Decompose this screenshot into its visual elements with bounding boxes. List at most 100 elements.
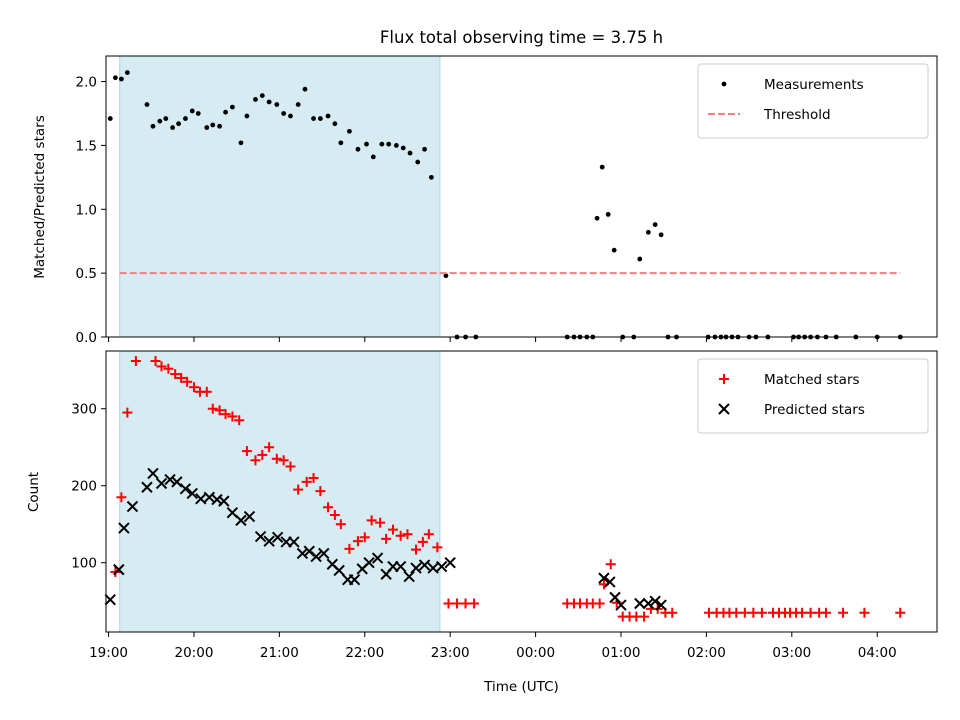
y-tick-label: 100 [71, 556, 97, 572]
data-point [195, 493, 207, 505]
top-y-axis: 0.0 0.5 1.0 1.5 2.0 [76, 75, 878, 346]
data-point [263, 535, 275, 547]
data-point [163, 116, 169, 121]
data-point [386, 141, 392, 147]
data-point [642, 597, 655, 610]
data-point [171, 476, 183, 488]
data-point [634, 597, 646, 610]
data-point [204, 125, 210, 130]
data-point [393, 143, 399, 148]
x-tick-label: 19:00 [89, 645, 128, 661]
x-tick-label: 03:00 [772, 645, 811, 661]
data-point [667, 607, 678, 618]
data-point [150, 123, 156, 129]
data-point [366, 515, 377, 526]
data-point [150, 356, 161, 367]
x-tick-label: 02:00 [687, 645, 726, 661]
legend-label: Measurements [764, 77, 864, 93]
data-point [348, 573, 361, 586]
data-point [266, 99, 272, 105]
y-tick-label: 300 [71, 402, 97, 418]
data-point [649, 595, 661, 607]
data-point [637, 256, 643, 262]
data-point [207, 403, 218, 414]
data-point [444, 557, 456, 569]
data-point [130, 356, 141, 367]
top-y-axis-label: Matched/Predicted stars [32, 115, 48, 278]
x-axis-label: Time (UTC) [483, 679, 559, 695]
bottom-plot-frame [105, 350, 938, 633]
data-point [325, 113, 331, 119]
bottom-y-axis-label: Count [26, 472, 42, 512]
data-point [797, 607, 808, 618]
data-point [308, 473, 319, 484]
data-point [422, 146, 427, 152]
data-point [652, 222, 658, 228]
top-panel: 0.00.51.01.52.0 Matched/Predicted stars … [32, 55, 938, 346]
data-point [118, 76, 124, 82]
data-point [170, 369, 181, 380]
data-point [598, 572, 610, 584]
data-point [820, 607, 831, 618]
top-plot-frame [105, 55, 938, 338]
y-tick-label: 0.5 [76, 266, 97, 282]
data-point [302, 86, 308, 92]
data-point [395, 530, 406, 541]
data-point [176, 372, 187, 383]
data-point [144, 102, 150, 107]
data-point [411, 544, 422, 555]
data-point [126, 500, 139, 513]
data-point [364, 141, 369, 147]
data-point [432, 542, 443, 553]
data-point [338, 140, 344, 146]
data-point [315, 486, 326, 497]
data-point [170, 125, 176, 130]
data-point [303, 545, 315, 557]
data-point [112, 75, 118, 81]
data-point [329, 509, 340, 520]
data-point [124, 70, 130, 76]
data-point [176, 121, 181, 127]
data-point [274, 102, 280, 107]
data-point [381, 533, 392, 544]
data-point [230, 104, 235, 110]
data-point [594, 598, 605, 609]
data-point [333, 564, 345, 577]
data-point [370, 154, 376, 160]
data-point [609, 591, 621, 604]
data-point [402, 529, 413, 540]
y-tick-label: 200 [71, 479, 97, 495]
bottom-legend: Matched stars Predicted stars [697, 358, 929, 434]
data-point [254, 530, 267, 543]
data-point [238, 140, 244, 146]
x-tick-label: 20:00 [175, 645, 214, 661]
data-point [163, 363, 174, 374]
data-point [271, 531, 284, 544]
data-point [443, 598, 454, 609]
data-point [281, 111, 287, 116]
data-point [318, 547, 330, 560]
data-point [189, 108, 195, 114]
data-point [352, 536, 363, 547]
data-point [443, 273, 449, 279]
data-point [452, 598, 463, 609]
data-point [293, 484, 304, 495]
data-point [164, 473, 176, 486]
data-point [195, 111, 201, 116]
x-tick-label: 22:00 [345, 645, 384, 661]
data-point [387, 524, 398, 535]
data-point [418, 559, 431, 571]
legend-item: Threshold [708, 107, 831, 123]
data-point [805, 607, 816, 618]
legend-swatch [718, 403, 730, 415]
data-point [605, 211, 611, 217]
data-point [218, 495, 230, 507]
data-point [223, 109, 228, 115]
data-point [317, 116, 323, 121]
legend-swatch [719, 374, 729, 384]
data-point [104, 593, 116, 606]
data-point [118, 522, 130, 534]
data-point [469, 598, 480, 609]
data-point [594, 215, 600, 221]
data-point [639, 611, 650, 622]
